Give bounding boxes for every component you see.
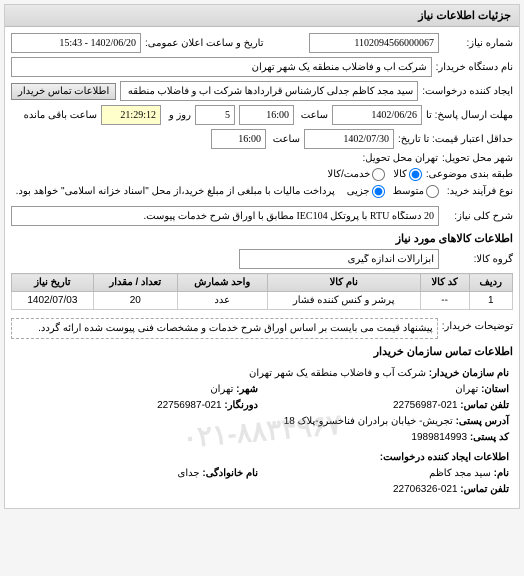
row-creator: ایجاد کننده درخواست: اطلاعات تماس خریدار: [11, 81, 513, 101]
deadline-send-date[interactable]: [332, 105, 422, 125]
row-buyer-notes: توضیحات خریدار: پیشنهاد قیمت می بایست بر…: [11, 314, 513, 339]
classification-label: طبقه بندی موضوعی:: [426, 169, 513, 180]
org-value: شرکت آب و فاضلاب منطقه یک شهر تهران: [249, 368, 426, 379]
postal-value: 1989814993: [411, 432, 467, 443]
panel-body: شماره نیاز: تاریخ و ساعت اعلان عمومی: نا…: [5, 27, 519, 508]
time-label-2: ساعت: [270, 134, 300, 145]
radio-khadamat[interactable]: خدمت/کالا: [327, 168, 385, 181]
goods-group-input[interactable]: [239, 249, 439, 269]
cell-name: پرشر و کنس کننده فشار: [267, 292, 420, 310]
goods-table-header-row: ردیف کد کالا نام کالا واحد شمارش تعداد /…: [12, 274, 513, 292]
contact-block: نام سازمان خریدار: شرکت آب و فاضلاب منطق…: [11, 362, 513, 502]
row-delivery-city: شهر محل تحویل: تهران محل تحویل:: [11, 153, 513, 164]
postal-label: کد پستی:: [470, 432, 509, 443]
address-value: تجریش- خیابان برادران فناخسرو-پلاک 18: [284, 416, 453, 427]
deadline-send-label: مهلت ارسال پاسخ: تا: [426, 110, 513, 121]
process-radios: متوسط جزیی: [347, 185, 439, 198]
radio-kala-input[interactable]: [409, 168, 422, 181]
request-no-input[interactable]: [309, 33, 439, 53]
address-label: آدرس پستی:: [456, 416, 509, 427]
overall-desc-label: شرح کلی نیاز:: [443, 211, 513, 222]
goods-table: ردیف کد کالا نام کالا واحد شمارش تعداد /…: [11, 273, 513, 310]
buyer-notes-box: پیشنهاد قیمت می بایست بر اساس اوراق شرح …: [11, 318, 438, 339]
delivery-city-label: شهر محل تحویل:: [442, 153, 513, 164]
goods-section-title: اطلاعات کالاهای مورد نیاز: [11, 232, 513, 245]
process-type-label: نوع فرآیند خرید:: [443, 186, 513, 197]
city-value: تهران: [210, 384, 233, 395]
fax-label: دورنگار:: [224, 400, 258, 411]
creator-label: ایجاد کننده درخواست:: [422, 86, 513, 97]
radio-partial-input[interactable]: [372, 185, 385, 198]
row-process-type: نوع فرآیند خرید: متوسط جزیی پرداخت مالیا…: [11, 185, 513, 198]
process-note: پرداخت مالیات با مبلغی از مبلغ خرید،از م…: [16, 186, 335, 197]
col-qty: تعداد / مقدار: [93, 274, 177, 292]
days-label: روز و: [165, 110, 191, 121]
row-goods-group: گروه کالا:: [11, 249, 513, 269]
buyer-org-label: نام دستگاه خریدار:: [436, 62, 513, 73]
public-datetime-input[interactable]: [11, 33, 141, 53]
creator-section-label: اطلاعات ایجاد کننده درخواست:: [15, 450, 509, 466]
cell-qty: 20: [93, 292, 177, 310]
remain-label: ساعت باقی مانده: [24, 110, 97, 121]
panel-title: جزئیات اطلاعات نیاز: [5, 5, 519, 27]
goods-group-label: گروه کالا:: [443, 254, 513, 265]
classification-radios: کالا خدمت/کالا: [327, 168, 421, 181]
lastname-value: جدای: [178, 468, 200, 479]
row-deadline-send: مهلت ارسال پاسخ: تا ساعت روز و ساعت باقی…: [11, 105, 513, 125]
request-no-label: شماره نیاز:: [443, 38, 513, 49]
deadline-send-time[interactable]: [239, 105, 294, 125]
buyer-contact-button[interactable]: اطلاعات تماس خریدار: [11, 83, 116, 100]
deadline-send-days[interactable]: [195, 105, 235, 125]
overall-desc-input[interactable]: [11, 206, 439, 226]
radio-micro[interactable]: متوسط: [393, 185, 439, 198]
name-label: نام:: [494, 468, 509, 479]
city-label: شهر:: [236, 384, 258, 395]
row-overall-desc: شرح کلی نیاز:: [11, 206, 513, 226]
radio-kala[interactable]: کالا: [393, 168, 422, 181]
deadline-remain[interactable]: [101, 105, 161, 125]
row-price-validity: حداقل اعتبار قیمت: تا تاریخ: ساعت: [11, 129, 513, 149]
creator-input[interactable]: [120, 81, 418, 101]
fax-value: 021-22756987: [157, 400, 222, 411]
state-value: تهران: [455, 384, 478, 395]
price-validity-time[interactable]: [211, 129, 266, 149]
name-value: سید مجد کاظم: [429, 468, 491, 479]
time-label-1: ساعت: [298, 110, 328, 121]
cell-row: 1: [469, 292, 512, 310]
buyer-org-input[interactable]: [11, 57, 432, 77]
radio-micro-input[interactable]: [426, 185, 439, 198]
creator-phone-value: 021-22706326: [393, 484, 458, 495]
buyer-notes-label: توضیحات خریدار:: [442, 321, 513, 332]
price-validity-label: حداقل اعتبار قیمت: تا تاریخ:: [398, 134, 513, 145]
phone-value: 021-22756987: [393, 400, 458, 411]
col-code: کد کالا: [420, 274, 469, 292]
cell-code: --: [420, 292, 469, 310]
details-panel: جزئیات اطلاعات نیاز شماره نیاز: تاریخ و …: [4, 4, 520, 509]
row-classification: طبقه بندی موضوعی: کالا خدمت/کالا: [11, 168, 513, 181]
col-unit: واحد شمارش: [177, 274, 267, 292]
col-row: ردیف: [469, 274, 512, 292]
org-label: نام سازمان خریدار:: [429, 368, 509, 379]
col-name: نام کالا: [267, 274, 420, 292]
lastname-label: نام خانوادگی:: [202, 468, 258, 479]
row-buyer-org: نام دستگاه خریدار:: [11, 57, 513, 77]
phone-label: تلفن تماس:: [460, 400, 509, 411]
col-date: تاریخ نیاز: [12, 274, 94, 292]
radio-khadamat-input[interactable]: [372, 168, 385, 181]
cell-date: 1402/07/03: [12, 292, 94, 310]
contact-section-title: اطلاعات تماس سازمان خریدار: [11, 345, 513, 358]
cell-unit: عدد: [177, 292, 267, 310]
delivery-city-value: تهران محل تحویل:: [362, 153, 438, 164]
row-request-no: شماره نیاز: تاریخ و ساعت اعلان عمومی:: [11, 33, 513, 53]
table-row[interactable]: 1 -- پرشر و کنس کننده فشار عدد 20 1402/0…: [12, 292, 513, 310]
state-label: استان:: [481, 384, 509, 395]
price-validity-date[interactable]: [304, 129, 394, 149]
radio-partial[interactable]: جزیی: [347, 185, 385, 198]
public-datetime-label: تاریخ و ساعت اعلان عمومی:: [145, 38, 305, 49]
creator-phone-label: تلفن تماس:: [460, 484, 509, 495]
